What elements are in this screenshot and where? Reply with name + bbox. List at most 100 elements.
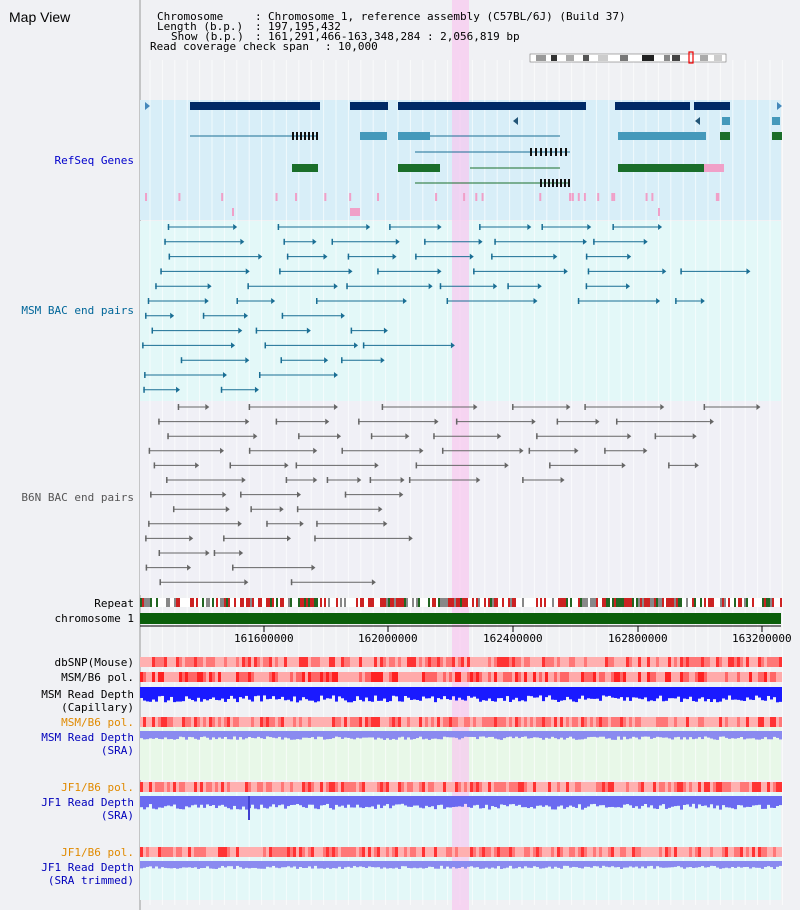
- bac-end-arrow: [378, 506, 383, 513]
- bac-end-mark: [258, 372, 261, 378]
- track-label-jf1-depth-trim[interactable]: JF1 Read Depth: [41, 861, 134, 874]
- read-depth-bin: [326, 861, 329, 868]
- polymorphism-bin: [386, 717, 389, 727]
- polymorphism-bin: [182, 657, 185, 667]
- polymorphism-bin: [386, 657, 389, 667]
- polymorphism-bin: [659, 657, 662, 667]
- read-depth-bin: [308, 861, 311, 867]
- polymorphism-bin: [398, 672, 401, 682]
- read-depth-bin: [611, 731, 614, 740]
- polymorphism-bin: [692, 717, 695, 727]
- polymorphism-bin: [146, 782, 149, 792]
- polymorphism-bin: [647, 657, 650, 667]
- polymorphism-bin: [497, 672, 500, 682]
- polymorphism-bin: [719, 847, 722, 857]
- track-label-jf1-depth-sra[interactable]: JF1 Read Depth: [41, 796, 134, 809]
- read-depth-bin: [335, 796, 338, 805]
- polymorphism-bin: [329, 847, 332, 857]
- read-depth-bin: [206, 731, 209, 738]
- read-depth-bin: [680, 687, 683, 702]
- polymorphism-bin: [653, 782, 656, 792]
- polymorphism-bin: [665, 657, 668, 667]
- polymorphism-bin: [227, 782, 230, 792]
- gene-exon: [560, 148, 562, 156]
- bac-end-arrow: [366, 224, 371, 230]
- polymorphism-bin: [161, 782, 164, 792]
- polymorphism-bin: [188, 847, 191, 857]
- track-label-jf1-b6-pol-1[interactable]: JF1/B6 pol.: [61, 781, 134, 794]
- read-depth-bin: [698, 687, 701, 699]
- polymorphism-bin: [341, 782, 344, 792]
- repeat-segment: [360, 598, 362, 607]
- bac-end-mark: [433, 433, 435, 440]
- gene-exon-block: [398, 164, 440, 172]
- track-label-msm-bac[interactable]: MSM BAC end pairs: [21, 304, 134, 317]
- polymorphism-bin: [653, 657, 656, 667]
- polymorphism-bin: [251, 847, 254, 857]
- read-depth-bin: [689, 731, 692, 738]
- track-label-msm-depth-cap[interactable]: MSM Read Depth: [41, 688, 134, 701]
- track-label-b6n-bac[interactable]: B6N BAC end pairs: [21, 491, 134, 504]
- polymorphism-bin: [443, 782, 446, 792]
- polymorphism-bin: [641, 657, 644, 667]
- read-depth-bin: [401, 731, 404, 737]
- polymorphism-bin: [320, 847, 323, 857]
- track-label-msm-depth-sra[interactable]: MSM Read Depth: [41, 731, 134, 744]
- track-label-msm-b6-pol-1[interactable]: MSM/B6 pol.: [61, 671, 134, 684]
- read-depth-bin: [530, 731, 533, 739]
- read-depth-bin: [557, 731, 560, 740]
- read-depth-bin: [446, 687, 449, 700]
- polymorphism-bin: [701, 717, 704, 727]
- read-depth-bin: [482, 796, 485, 809]
- read-depth-bin: [494, 796, 497, 807]
- read-depth-bin: [485, 796, 488, 805]
- bac-end-arrow: [220, 447, 225, 454]
- track-label-dbsnp[interactable]: dbSNP(Mouse): [54, 656, 134, 669]
- track-label-chromosome[interactable]: chromosome 1: [54, 612, 134, 625]
- read-depth-bin: [530, 687, 533, 697]
- read-depth-bin: [290, 687, 293, 702]
- read-depth-bin: [647, 687, 650, 702]
- read-depth-bin: [191, 731, 194, 738]
- polymorphism-bin: [440, 782, 443, 792]
- repeat-segment: [370, 598, 372, 607]
- polymorphism-bin: [461, 782, 464, 792]
- repeat-segment: [638, 598, 640, 607]
- polymorphism-bin: [332, 672, 335, 682]
- polymorphism-bin: [200, 782, 203, 792]
- read-depth-bin: [410, 861, 413, 869]
- repeat-segment: [362, 598, 364, 607]
- polymorphism-bin: [692, 672, 695, 682]
- read-depth-bin: [290, 796, 293, 805]
- repeat-segment: [376, 598, 378, 607]
- polymorphism-bin: [230, 782, 233, 792]
- track-label-refseq-genes[interactable]: RefSeq Genes: [54, 154, 134, 167]
- read-depth-bin: [695, 687, 698, 702]
- polymorphism-bin: [695, 847, 698, 857]
- polymorphism-bin: [494, 672, 497, 682]
- read-depth-bin: [464, 687, 467, 701]
- polymorphism-bin: [308, 847, 311, 857]
- polymorphism-bin: [668, 782, 671, 792]
- bac-end-mark: [415, 462, 418, 469]
- read-depth-bin: [152, 731, 155, 739]
- read-depth-bin: [773, 861, 776, 869]
- polymorphism-bin: [614, 672, 617, 682]
- read-depth-bin: [467, 731, 470, 737]
- polymorphism-bin: [632, 657, 635, 667]
- read-depth-bin: [206, 861, 209, 867]
- polymorphism-bin: [536, 782, 539, 792]
- polymorphism-bin: [500, 672, 503, 682]
- bac-end-arrow: [244, 579, 249, 586]
- polymorphism-bin: [257, 657, 260, 667]
- track-label-jf1-b6-pol-2[interactable]: JF1/B6 pol.: [61, 846, 134, 859]
- read-depth-bin: [197, 861, 200, 869]
- polymorphism-bin: [353, 782, 356, 792]
- read-depth-bin: [314, 731, 317, 740]
- track-label-repeat[interactable]: Repeat: [94, 597, 134, 610]
- bac-end-mark: [369, 477, 372, 483]
- read-depth-bin: [287, 861, 290, 867]
- polymorphism-bin: [365, 657, 368, 667]
- track-label-msm-b6-pol-2[interactable]: MSM/B6 pol.: [61, 716, 134, 729]
